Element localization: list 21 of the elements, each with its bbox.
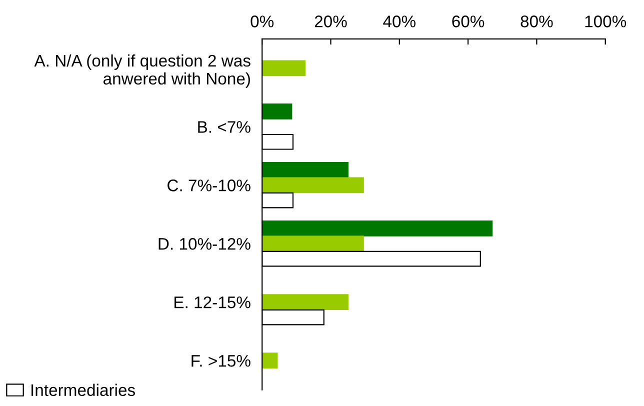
y-tick-label: E. 12-15% xyxy=(174,296,250,308)
x-tick-label: 0% xyxy=(250,16,274,28)
y-tick-label: F. >15% xyxy=(192,355,250,367)
x-tick-label: 40% xyxy=(383,16,416,28)
x-tick-label: 20% xyxy=(314,16,347,28)
bar xyxy=(262,104,292,120)
bar xyxy=(262,294,348,310)
bar xyxy=(262,60,306,76)
x-tick-label: 60% xyxy=(452,16,484,28)
bar xyxy=(262,162,348,178)
bar xyxy=(262,236,364,252)
y-tick-label: D. 10%-12% xyxy=(158,238,250,250)
legend-label: Intermediaries xyxy=(32,384,135,396)
y-tick-label: A. N/A (only if question 2 was anwered with None) xyxy=(34,54,250,88)
x-tick-label: 100% xyxy=(585,16,626,28)
bar xyxy=(262,220,493,236)
x-tick-label: 80% xyxy=(520,16,553,28)
bar xyxy=(262,352,278,368)
y-tick-label: C. 7%-10% xyxy=(168,180,250,192)
bar xyxy=(262,177,364,194)
y-tick-label: B. <7% xyxy=(198,121,250,133)
